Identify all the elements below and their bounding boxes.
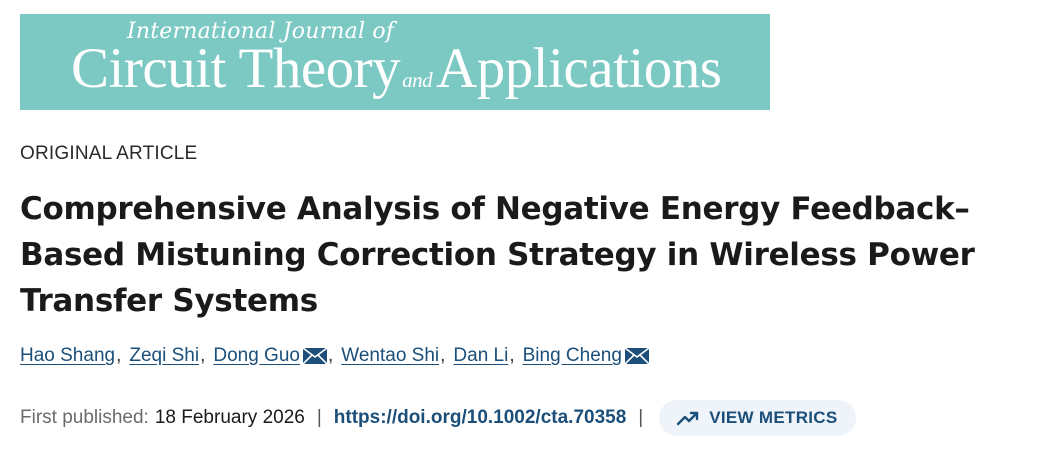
author-item: Zeqi Shi,: [129, 345, 213, 367]
author-link[interactable]: Bing Cheng: [522, 345, 622, 366]
author-separator: ,: [509, 345, 515, 366]
mail-icon[interactable]: [624, 348, 649, 364]
author-link[interactable]: Wentao Shi: [341, 345, 440, 366]
author-item: Dong Guo,: [213, 345, 341, 367]
journal-title-line2: Circuit TheoryandApplications: [71, 36, 722, 101]
journal-banner[interactable]: International Journal of Circuit Theorya…: [20, 14, 770, 110]
article-type-label: ORIGINAL ARTICLE: [20, 143, 198, 164]
first-published-label: First published:: [20, 407, 149, 428]
author-separator: ,: [116, 345, 122, 366]
author-item: Dan Li,: [453, 345, 522, 367]
divider: |: [638, 407, 644, 428]
author-link[interactable]: Dong Guo: [213, 345, 300, 366]
author-item: Hao Shang,: [20, 345, 129, 367]
author-link[interactable]: Dan Li: [453, 345, 509, 366]
journal-title-part1: Circuit Theory: [71, 37, 401, 100]
doi-link[interactable]: https://doi.org/10.1002/cta.70358: [333, 407, 627, 428]
view-metrics-button[interactable]: VIEW METRICS: [659, 400, 856, 436]
article-title: Comprehensive Analysis of Negative Energ…: [20, 191, 975, 319]
view-metrics-label: VIEW METRICS: [709, 408, 838, 427]
author-item: Bing Cheng: [523, 345, 649, 367]
author-link[interactable]: Hao Shang: [20, 345, 116, 366]
trending-up-icon: [677, 411, 699, 426]
journal-title-line1: International Journal of: [127, 19, 395, 44]
author-list: Hao Shang, Zeqi Shi, Dong Guo, Wentao Shi, D…: [20, 345, 649, 367]
journal-title-and: and: [402, 68, 433, 92]
author-separator: ,: [200, 345, 206, 366]
publication-info-row: First published: 18 February 2026 | http…: [20, 400, 856, 436]
first-published-date: 18 February 2026: [154, 407, 305, 428]
author-link[interactable]: Zeqi Shi: [129, 345, 200, 366]
mail-icon[interactable]: [302, 348, 327, 364]
divider: |: [316, 407, 322, 428]
author-separator: ,: [327, 345, 334, 366]
author-item: Wentao Shi,: [341, 345, 453, 367]
author-separator: ,: [440, 345, 446, 366]
journal-title-part2: Applications: [436, 37, 722, 100]
